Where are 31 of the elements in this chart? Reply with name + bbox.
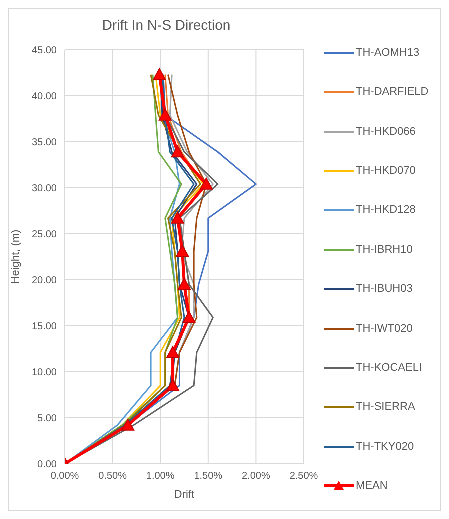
y-tick-label: 0.00 [38, 460, 58, 471]
y-axis-title: Height, (m) [10, 230, 22, 284]
y-tick-label: 45.00 [32, 46, 58, 57]
legend-label: TH-HKD066 [356, 126, 416, 138]
y-tick-label: 15.00 [32, 322, 58, 333]
x-axis-title: Drift [174, 489, 195, 501]
legend-label: TH-TKY020 [356, 440, 414, 453]
x-tick-label: 2.50% [290, 471, 318, 482]
legend-label: TH-SIERRA [356, 401, 416, 414]
y-tick-label: 20.00 [32, 276, 58, 287]
legend-label: TH-DARFIELD [356, 86, 429, 98]
chart-title: Drift In N-S Direction [101, 16, 232, 35]
y-tick-label: 35.00 [32, 138, 58, 149]
x-tick-label: 0.50% [98, 471, 128, 482]
legend-label: MEAN [356, 480, 388, 492]
x-tick-label: 0.00% [50, 471, 80, 482]
y-tick-label: 10.00 [32, 368, 58, 379]
y-tick-label: 25.00 [32, 230, 58, 241]
y-tick-label: 30.00 [32, 184, 58, 195]
legend-label: TH-IBUH03 [356, 283, 413, 296]
legend-label: TH-HKD128 [356, 204, 416, 216]
legend-label: TH-KOCAELI [356, 362, 422, 374]
y-tick-label: 5.00 [38, 414, 58, 425]
legend-label: TH-HKD070 [356, 165, 416, 178]
x-tick-label: 1.00% [146, 471, 175, 482]
x-tick-label: 1.50% [194, 471, 223, 482]
y-tick-label: 40.00 [32, 92, 58, 103]
legend-label: TH-IBRH10 [356, 244, 413, 256]
legend-label: TH-IWT020 [356, 322, 413, 335]
x-tick-label: 2.00% [242, 471, 270, 482]
legend-label: TH-AOMH13 [356, 47, 420, 59]
